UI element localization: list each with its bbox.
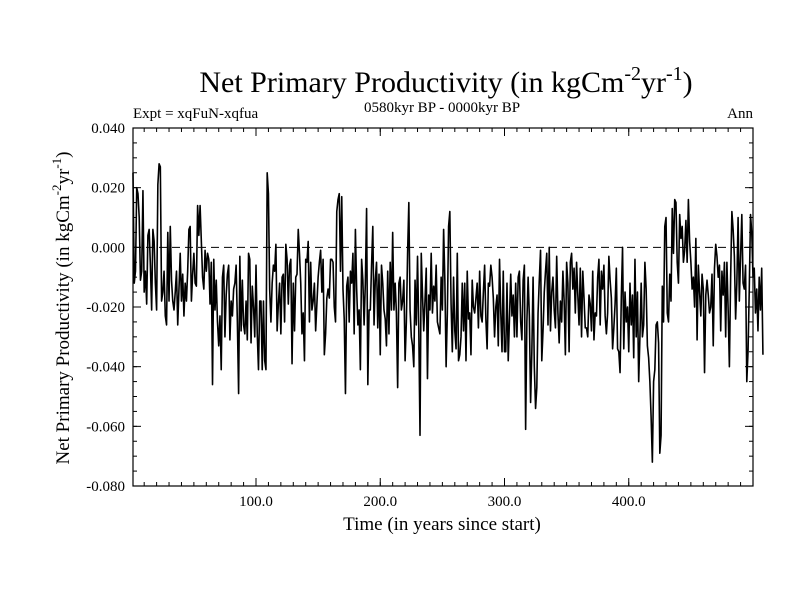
y-tick-label: 0.000 — [91, 240, 125, 256]
y-tick-label: 0.020 — [91, 181, 125, 197]
period-label: 0580kyr BP - 0000kyr BP — [364, 100, 520, 116]
x-tick-label: 400.0 — [612, 494, 646, 510]
season-label: Ann — [727, 106, 753, 122]
y-tick-label: -0.080 — [86, 479, 125, 495]
plot-frame — [132, 127, 754, 487]
experiment-label: Expt = xqFuN-xqfua — [133, 106, 258, 122]
x-tick-label: 300.0 — [488, 494, 522, 510]
chart-title: Net Primary Productivity (in kgCm-2yr-1) — [199, 63, 692, 99]
y-tick-label: -0.060 — [86, 419, 125, 435]
y-axis-label: Net Primary Productivity (in kgCm-2yr-1) — [49, 152, 74, 465]
y-tick-label: -0.020 — [86, 300, 125, 316]
series-layer — [132, 163, 764, 463]
tick-label-layer: 0.040 0.020 0.000 -0.020 -0.040 -0.060 -0.080 1… — [86, 121, 645, 510]
x-axis-label: Time (in years since start) — [343, 514, 541, 535]
y-tick-label: 0.040 — [91, 121, 125, 137]
x-tick-label: 200.0 — [363, 494, 397, 510]
series-line-0 — [132, 163, 764, 463]
x-tick-label: 100.0 — [239, 494, 273, 510]
y-tick-label: -0.040 — [86, 360, 125, 376]
